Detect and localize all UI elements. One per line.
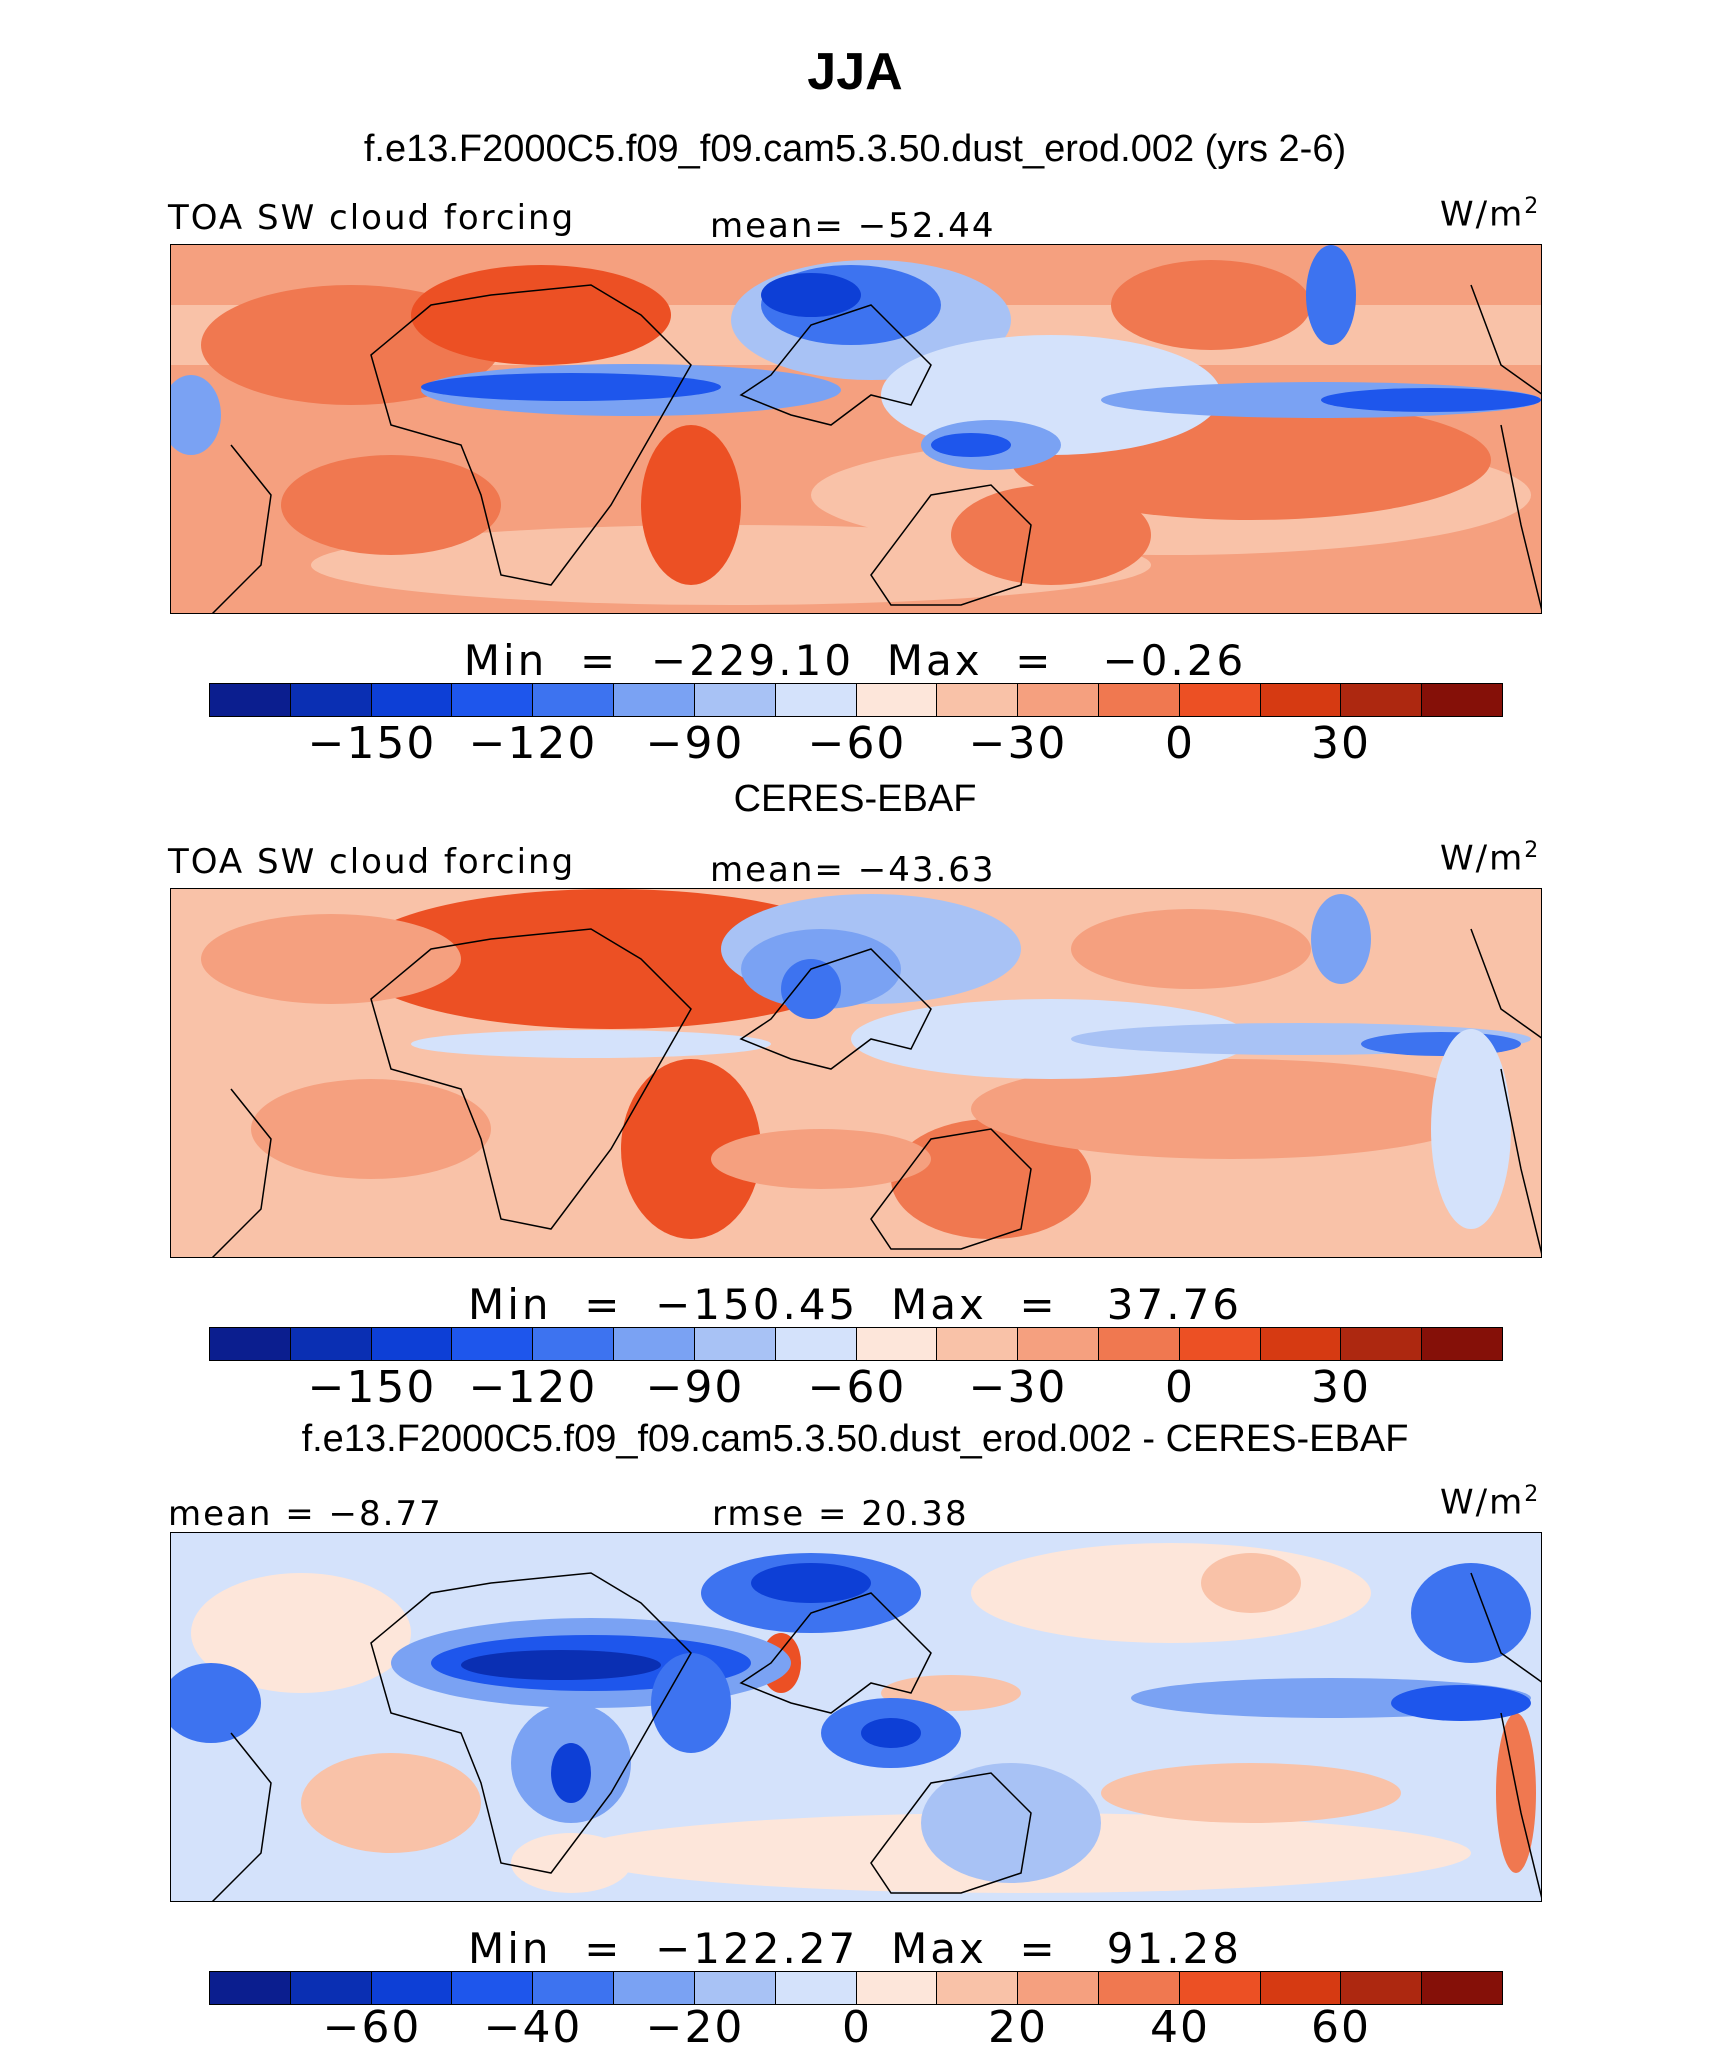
colorbar-swatch (614, 1328, 695, 1360)
colorbar-swatch (1341, 684, 1423, 716)
colorbar-swatch (371, 684, 453, 716)
colorbar-swatch (1179, 1972, 1261, 2004)
tick-label: 30 (1311, 718, 1371, 769)
panel-1-colorbar (209, 683, 1503, 717)
colorbar-swatch (210, 684, 291, 716)
panel-3-colorbar-ticks: −60 −40 −20 0 20 40 60 (0, 2000, 1710, 2048)
tick-label: −30 (968, 718, 1068, 769)
tick-label: −30 (968, 1362, 1068, 1413)
tick-label: 60 (1311, 2002, 1371, 2048)
colorbar-swatch (290, 1328, 372, 1360)
panel-2-colorbar (209, 1327, 1503, 1361)
panel-3-colorbar (209, 1971, 1503, 2005)
colorbar-swatch (1098, 1972, 1180, 2004)
panel-1-mean-label: mean= −52.44 (710, 206, 996, 246)
colorbar-swatch (1098, 684, 1180, 716)
panel-3-map (170, 1532, 1542, 1902)
colorbar-swatch (533, 1328, 615, 1360)
colorbar-swatch (371, 1972, 453, 2004)
colorbar-swatch (533, 684, 615, 716)
tick-label: −150 (307, 718, 437, 769)
panel-2-variable-label: TOA SW cloud forcing (168, 842, 576, 882)
colorbar-swatch (371, 1328, 453, 1360)
panel-2-map (170, 888, 1542, 1258)
tick-label: −60 (807, 1362, 907, 1413)
colorbar-swatch (775, 684, 857, 716)
colorbar-swatch (856, 1972, 938, 2004)
colorbar-swatch (614, 1972, 695, 2004)
colorbar-swatch (937, 1972, 1019, 2004)
tick-label: −90 (645, 1362, 745, 1413)
figure-title: JJA (807, 43, 903, 101)
tick-label: −120 (468, 1362, 598, 1413)
colorbar-swatch (1018, 1328, 1099, 1360)
colorbar-swatch (290, 1972, 372, 2004)
tick-label: −90 (645, 718, 745, 769)
colorbar-swatch (452, 684, 534, 716)
colorbar-swatch (452, 1328, 534, 1360)
tick-label: −60 (322, 2002, 422, 2048)
panel-1-minmax: Min = −229.10 Max = −0.26 (463, 636, 1247, 685)
panel-2-subtitle: CERES-EBAF (733, 778, 977, 820)
panel-1-map (170, 244, 1542, 614)
colorbar-swatch (210, 1972, 291, 2004)
colorbar-swatch (290, 684, 372, 716)
colorbar-swatch (1260, 1328, 1342, 1360)
colorbar-swatch (1179, 1328, 1261, 1360)
tick-label: 0 (1165, 1362, 1195, 1413)
colorbar-swatch (452, 1972, 534, 2004)
tick-label: −150 (307, 1362, 437, 1413)
colorbar-swatch (1341, 1972, 1423, 2004)
panel-3-minmax: Min = −122.27 Max = 91.28 (468, 1924, 1242, 1973)
panel-1-colorbar-ticks: −150 −120 −90 −60 −30 0 30 (0, 718, 1710, 774)
panel-1-subtitle: f.e13.F2000C5.f09_f09.cam5.3.50.dust_ero… (363, 128, 1347, 170)
panel-3-units: W/m2 (1440, 1482, 1541, 1523)
tick-label: −20 (645, 2002, 745, 2048)
colorbar-swatch (1260, 684, 1342, 716)
tick-label: 30 (1311, 1362, 1371, 1413)
colorbar-swatch (856, 684, 938, 716)
colorbar-swatch (694, 684, 776, 716)
colorbar-swatch (694, 1972, 776, 2004)
tick-label: 0 (842, 2002, 872, 2048)
colorbar-swatch (1018, 684, 1099, 716)
tick-label: −40 (483, 2002, 583, 2048)
panel-3-subtitle: f.e13.F2000C5.f09_f09.cam5.3.50.dust_ero… (301, 1418, 1409, 1460)
colorbar-swatch (775, 1328, 857, 1360)
colorbar-swatch (775, 1972, 857, 2004)
colorbar-swatch (1422, 1328, 1502, 1360)
panel-3-mean-label: mean = −8.77 (168, 1494, 443, 1534)
panel-2-mean-label: mean= −43.63 (710, 850, 996, 890)
colorbar-swatch (614, 684, 695, 716)
colorbar-swatch (1260, 1972, 1342, 2004)
colorbar-swatch (1341, 1328, 1423, 1360)
colorbar-swatch (694, 1328, 776, 1360)
colorbar-swatch (533, 1972, 615, 2004)
colorbar-swatch (1098, 1328, 1180, 1360)
panel-2-colorbar-ticks: −150 −120 −90 −60 −30 0 30 (0, 1362, 1710, 1418)
tick-label: 40 (1150, 2002, 1210, 2048)
panel-3-rmse-label: rmse = 20.38 (712, 1494, 969, 1534)
colorbar-swatch (937, 1328, 1019, 1360)
colorbar-swatch (856, 1328, 938, 1360)
tick-label: −60 (807, 718, 907, 769)
colorbar-swatch (1422, 684, 1502, 716)
panel-2-units: W/m2 (1440, 838, 1541, 879)
colorbar-swatch (937, 684, 1019, 716)
colorbar-swatch (1018, 1972, 1099, 2004)
tick-label: −120 (468, 718, 598, 769)
colorbar-swatch (1179, 684, 1261, 716)
tick-label: 20 (988, 2002, 1048, 2048)
panel-1-units: W/m2 (1440, 194, 1541, 235)
tick-label: 0 (1165, 718, 1195, 769)
panel-1-variable-label: TOA SW cloud forcing (168, 198, 576, 238)
panel-2-minmax: Min = −150.45 Max = 37.76 (468, 1280, 1242, 1329)
colorbar-swatch (1422, 1972, 1502, 2004)
colorbar-swatch (210, 1328, 291, 1360)
